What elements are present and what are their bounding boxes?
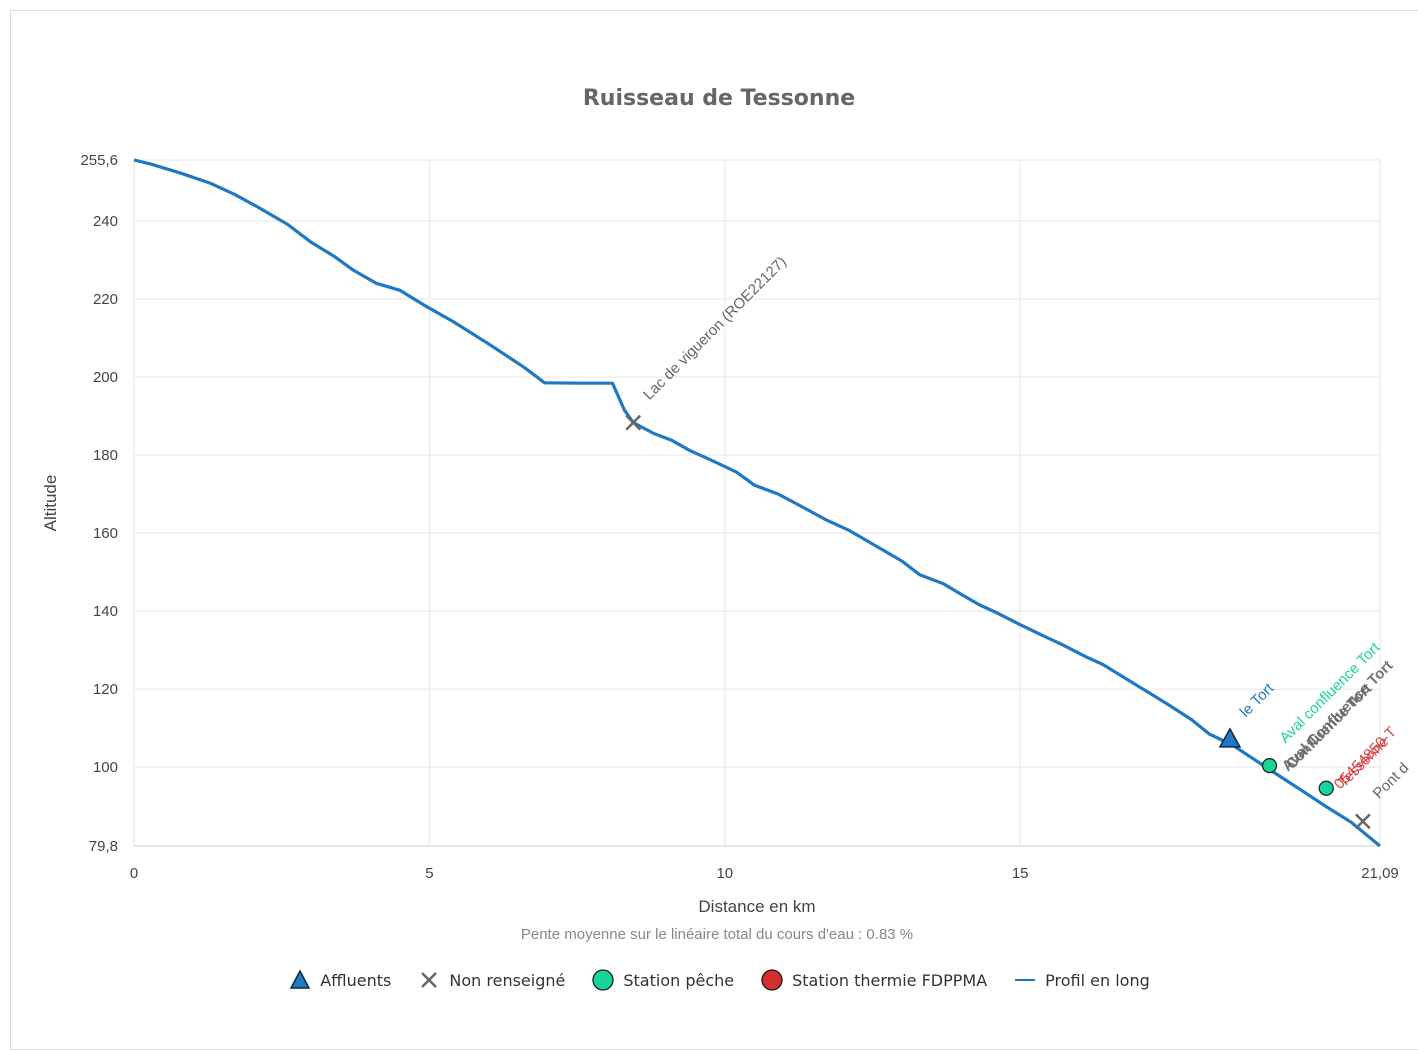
chart-title: Ruisseau de Tessonne — [582, 86, 856, 111]
y-tick-label: 140 — [93, 603, 118, 620]
legend-item[interactable]: Non renseigné — [417, 968, 565, 992]
y-tick-label: 220 — [93, 291, 118, 308]
legend-item[interactable]: Affluents — [288, 968, 391, 992]
marker-label: le Tort — [1237, 679, 1278, 720]
marker-label: Pont d — [1370, 760, 1413, 803]
y-tick-label: 200 — [93, 369, 118, 386]
chart-legend: Affluents Non renseigné Station pêche Stati… — [0, 968, 1418, 992]
circle-icon — [761, 969, 783, 991]
legend-item[interactable]: Station thermie FDPPMA — [760, 968, 987, 992]
y-tick-label: 255,6 — [80, 152, 118, 169]
x-tick-label: 5 — [425, 865, 433, 882]
legend-label: Profil en long — [1045, 970, 1150, 990]
y-tick-label: 180 — [93, 447, 118, 464]
legend-label: Non renseigné — [449, 970, 566, 990]
y-tick-label: 79,8 — [89, 838, 118, 855]
y-tick-label: 120 — [93, 681, 118, 698]
legend-label: Station thermie FDPPMA — [792, 970, 988, 990]
y-tick-label: 160 — [93, 525, 118, 542]
line-icon — [1015, 979, 1036, 981]
triangle-icon — [289, 969, 311, 989]
x-tick-label: 21,09 — [1361, 865, 1399, 882]
marker-affluent — [1218, 727, 1242, 748]
marker-label: Lac de vigueron (ROE22127) — [640, 253, 790, 403]
slope-note: Pente moyenne sur le linéaire total du c… — [521, 926, 913, 943]
series-line-profil — [133, 158, 1382, 848]
x-tick-label: 0 — [130, 865, 138, 882]
marker-station-peche — [1318, 780, 1334, 796]
legend-label: Station pêche — [623, 970, 735, 990]
marker-non-renseigne — [1354, 813, 1371, 830]
cross-icon — [421, 972, 438, 988]
y-tick-label: 240 — [93, 213, 118, 230]
x-axis-title: Distance en km — [698, 897, 815, 916]
x-tick-label: 10 — [716, 865, 733, 882]
legend-item[interactable]: Profil en long — [1013, 968, 1150, 992]
y-tick-label: 100 — [93, 759, 118, 776]
marker-station-peche — [1261, 758, 1278, 774]
x-tick-label: 15 — [1012, 865, 1029, 882]
legend-label: Affluents — [320, 970, 392, 990]
marker-non-renseigne — [625, 414, 642, 431]
circle-icon — [592, 969, 615, 991]
y-axis-title: Altitude — [41, 475, 60, 532]
legend-item[interactable]: Station pêche — [591, 968, 734, 992]
